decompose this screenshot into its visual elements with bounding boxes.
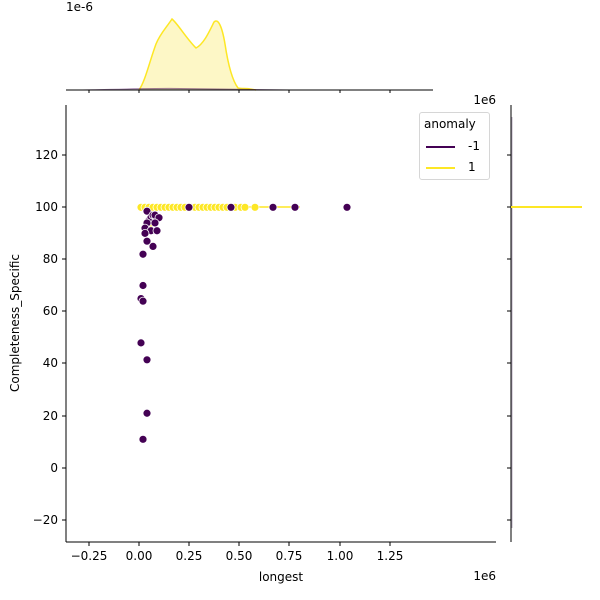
legend-swatch-1 [426,167,455,169]
scatter-point [142,408,152,418]
y-tick-labels: 120 100 80 60 40 20 0 −20 [33,148,58,527]
scatter-point [138,296,148,306]
x-offset-text: 1e6 [473,569,496,583]
scatter-point [148,242,158,251]
svg-text:0: 0 [50,461,58,475]
scatter-point [226,202,236,212]
y-axis-label: Completeness_Specific [8,254,22,392]
top-marginal-kde-1-line [138,17,257,91]
x-tick-labels: −0.25 0.00 0.25 0.50 0.75 1.00 1.25 [71,549,404,563]
svg-text:0.00: 0.00 [126,549,153,563]
svg-text:80: 80 [43,252,58,266]
scatter-point [138,249,148,259]
legend: anomaly -1 1 [419,112,490,180]
scatter-point [136,338,146,348]
scatter-point [342,202,352,212]
svg-text:−0.25: −0.25 [71,549,108,563]
scatter-point [140,228,150,238]
scatter-point [138,434,148,444]
scatter-point [290,202,300,212]
scatter-point [268,202,278,212]
scatter-point [152,226,162,236]
scatter-point [184,202,194,212]
svg-text:1.00: 1.00 [327,549,354,563]
scatter-points [136,202,352,444]
legend-title: anomaly [424,117,476,131]
top-marginal-x-offset-text: 1e6 [473,93,496,107]
x-axis-label: longest [259,570,304,584]
legend-entry-neg1: -1 [426,139,486,154]
x-ticks [88,542,391,546]
y-ticks [62,154,66,521]
top-marginal-kde-1 [139,19,256,90]
svg-text:1.25: 1.25 [377,549,404,563]
svg-text:20: 20 [43,409,58,423]
legend-swatch-neg1 [426,146,455,148]
svg-text:0.25: 0.25 [176,549,203,563]
scatter-point [250,202,260,212]
scatter-point [150,218,160,228]
scatter-point [142,355,152,365]
legend-entry-1: 1 [426,160,486,175]
legend-label-neg1: -1 [468,139,480,153]
svg-text:−20: −20 [33,513,58,527]
top-marginal-axes: 1e-6 1e6 [66,0,496,107]
svg-text:0.50: 0.50 [226,549,253,563]
scatter-point [138,281,148,290]
top-marginal-offset-text: 1e-6 [66,0,93,14]
svg-text:100: 100 [35,200,58,214]
scatter-point [142,236,152,246]
svg-text:0.75: 0.75 [276,549,303,563]
scatter-point [240,202,250,212]
svg-text:40: 40 [43,356,58,370]
svg-text:60: 60 [43,304,58,318]
main-axes: −0.25 0.00 0.25 0.50 0.75 1.00 1.25 long… [8,105,496,584]
right-marginal-axes [507,105,582,542]
legend-label-1: 1 [468,160,476,174]
svg-text:120: 120 [35,148,58,162]
